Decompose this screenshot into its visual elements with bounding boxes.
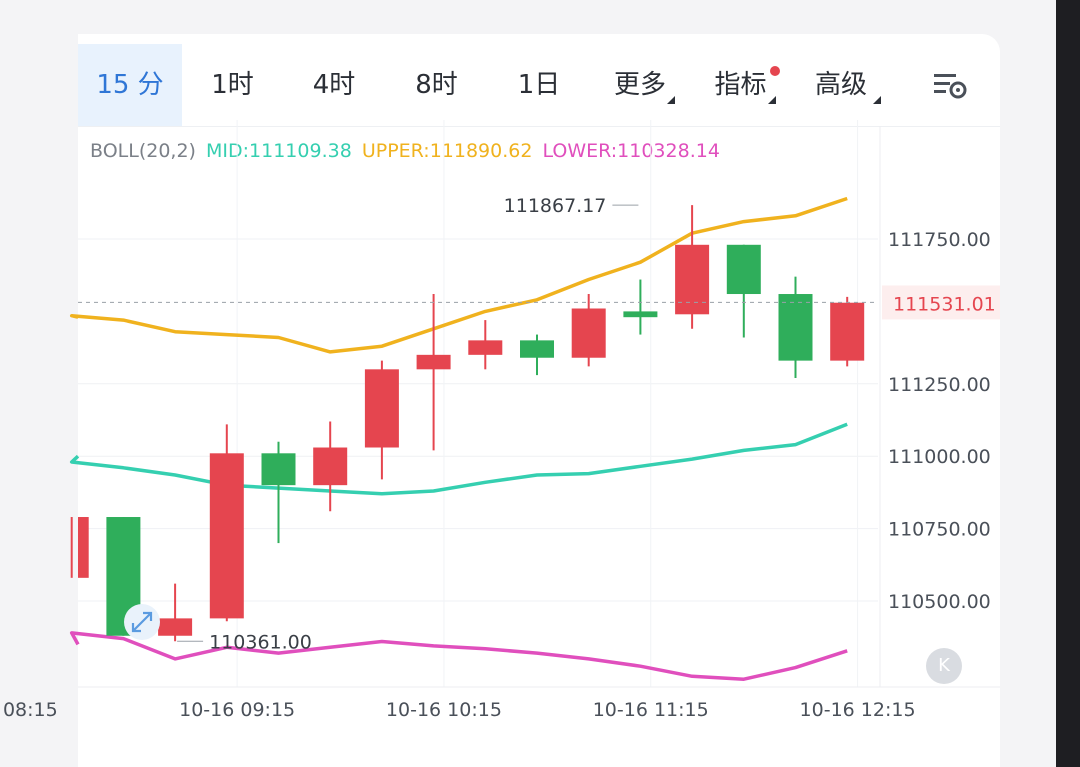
candle	[675, 205, 710, 329]
boll-lower-line	[69, 631, 848, 681]
chart-settings-icon[interactable]	[931, 68, 971, 104]
y-tick-label: 111000.00	[888, 446, 991, 468]
candle	[830, 296, 865, 367]
expand-icon-arrows	[131, 611, 153, 633]
legend-mid: MID:111109.38	[206, 140, 352, 162]
x-tick-label: 10-16 12:15	[800, 699, 916, 721]
candle-body	[520, 340, 554, 358]
candle-body	[778, 294, 813, 361]
boll-legend: BOLL(20,2) MID:111109.38 UPPER:111890.62…	[90, 140, 724, 162]
min-price-label: 110361.00	[209, 631, 312, 653]
candle-body	[468, 340, 503, 355]
y-tick-label: 111750.00	[888, 229, 991, 251]
expand-icon	[124, 604, 160, 640]
candle	[261, 441, 296, 544]
candle-body	[209, 453, 244, 619]
candle	[520, 334, 554, 376]
candle-body	[313, 447, 348, 486]
candle-body	[623, 311, 658, 318]
candle-body	[726, 244, 761, 295]
candle	[209, 424, 244, 622]
candle	[158, 583, 193, 642]
timeframe-tabs: 15 分 1时 4时 8时 1日 更多 指标 高级	[78, 44, 1000, 127]
indicator-badge-dot	[770, 66, 780, 76]
x-tick-label: 10-16 09:15	[179, 699, 295, 721]
candle-body	[78, 517, 89, 578]
x-tick-label: 10-16 10:15	[386, 699, 502, 721]
candle	[416, 294, 451, 451]
candle-body	[830, 302, 865, 361]
candle	[364, 360, 399, 480]
candles	[70, 205, 865, 642]
candle-body	[416, 354, 451, 370]
candle	[623, 279, 658, 335]
tab-more[interactable]: 更多	[613, 70, 666, 100]
tab-8h[interactable]: 8时	[415, 70, 458, 100]
candle-body	[261, 453, 296, 486]
chart-card: 15 分 1时 4时 8时 1日 更多 指标 高级 BOLL(20,2) MID…	[78, 34, 1000, 767]
legend-boll-name: BOLL(20,2)	[90, 140, 196, 162]
tab-indicators[interactable]: 指标	[714, 70, 767, 100]
candle	[726, 244, 761, 338]
y-tick-label: 111250.00	[888, 374, 991, 396]
kline-toggle-button[interactable]: K	[926, 648, 962, 684]
candle	[70, 517, 89, 578]
boll-mid-line	[69, 422, 848, 496]
candle	[778, 276, 813, 379]
tab-4h[interactable]: 4时	[312, 70, 356, 100]
legend-upper: UPPER:111890.62	[361, 140, 533, 162]
x-tick-label: 08:15	[3, 699, 58, 721]
tab-15min[interactable]: 15 分	[78, 44, 182, 126]
y-tick-label: 110750.00	[888, 519, 991, 541]
screen-edge-bar	[1056, 0, 1080, 767]
x-tick-label: 10-16 11:15	[593, 699, 709, 721]
candle-body	[158, 618, 193, 636]
current-price-label: 111531.01	[893, 293, 996, 315]
current-price-tag	[882, 285, 1000, 320]
legend-lower: LOWER:110328.14	[542, 140, 720, 162]
candle	[571, 294, 606, 367]
candle-body	[571, 308, 606, 358]
candle-body	[675, 244, 710, 315]
indicators-caret-icon	[768, 96, 776, 104]
tab-1d[interactable]: 1日	[517, 70, 561, 100]
more-caret-icon	[667, 96, 675, 104]
tab-1h[interactable]: 1时	[211, 70, 254, 100]
max-price-label: 111867.17	[504, 195, 607, 217]
y-tick-label: 110500.00	[888, 591, 991, 613]
candle	[468, 320, 503, 370]
candle	[313, 421, 348, 512]
tab-advanced[interactable]: 高级	[814, 70, 867, 100]
advanced-caret-icon	[873, 96, 881, 104]
chart-labels: 111750.00 111250.00 111000.00 110750.00 1105…	[3, 195, 1000, 721]
candle-body	[364, 369, 399, 448]
